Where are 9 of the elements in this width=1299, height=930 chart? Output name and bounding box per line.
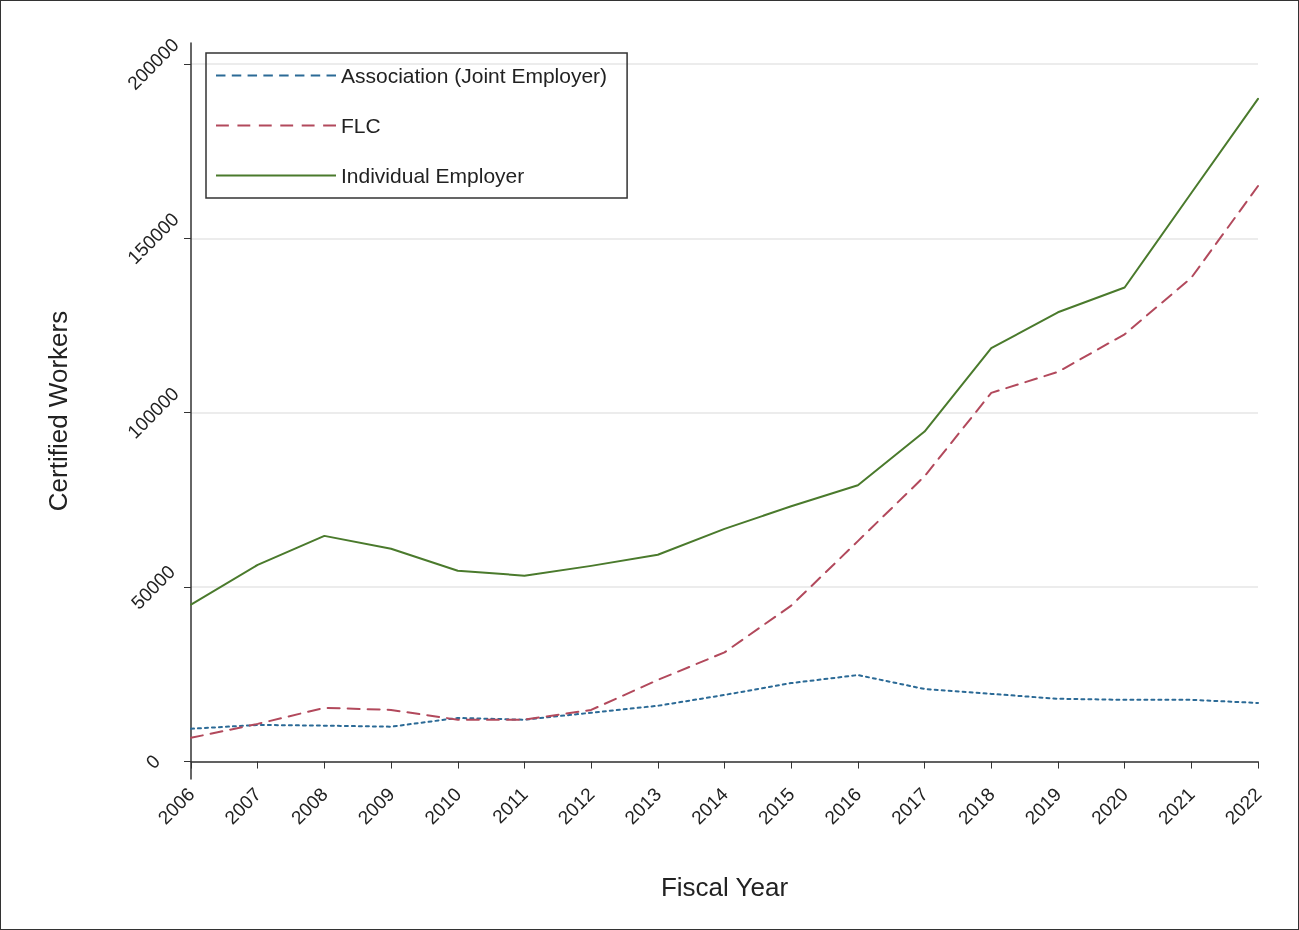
line-series	[190, 185, 1259, 739]
y-axis-title: Certified Workers	[43, 310, 73, 512]
line-series	[190, 674, 1259, 730]
legend-label: Individual Employer	[341, 164, 525, 187]
y-tick-label: 0	[141, 750, 165, 773]
legend-label: Association (Joint Employer)	[341, 64, 608, 87]
line-series	[190, 97, 1259, 606]
x-axis-title: Fiscal Year	[660, 872, 789, 902]
legend-label: FLC	[341, 114, 381, 137]
